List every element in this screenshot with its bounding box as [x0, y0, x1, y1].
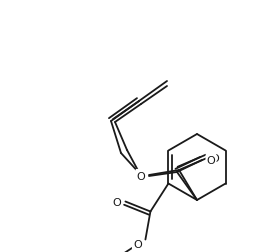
- Text: O: O: [207, 155, 215, 165]
- Text: O: O: [137, 171, 145, 181]
- Text: O: O: [133, 240, 142, 249]
- Text: O: O: [112, 197, 121, 207]
- Text: O: O: [211, 153, 219, 163]
- Text: O: O: [137, 170, 145, 180]
